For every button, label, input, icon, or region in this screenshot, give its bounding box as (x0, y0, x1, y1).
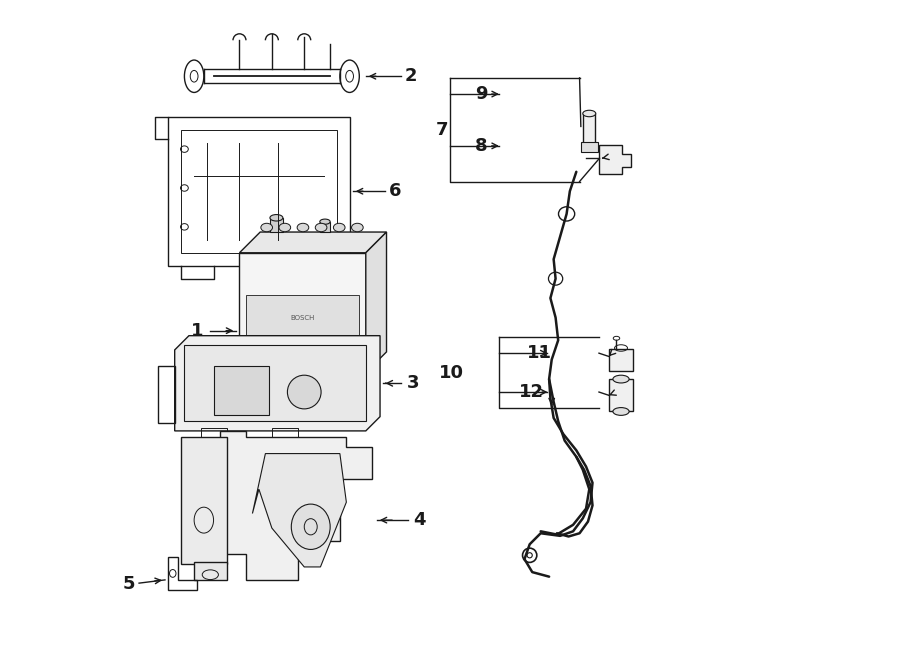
Text: 5: 5 (123, 576, 136, 594)
Text: 1: 1 (191, 322, 203, 340)
Text: 8: 8 (475, 137, 488, 155)
Bar (194, 562, 227, 580)
Text: 9: 9 (475, 85, 487, 103)
Polygon shape (365, 232, 386, 373)
Text: 12: 12 (518, 383, 544, 401)
Bar (272, 428, 298, 444)
Bar (184, 345, 365, 421)
Bar (608, 379, 634, 411)
Bar (320, 221, 330, 232)
Ellipse shape (320, 219, 330, 224)
Bar (213, 366, 268, 414)
Ellipse shape (270, 215, 283, 221)
Bar (201, 428, 227, 444)
Ellipse shape (297, 223, 309, 232)
Ellipse shape (352, 223, 364, 232)
Ellipse shape (279, 223, 291, 232)
Bar (158, 366, 175, 423)
Polygon shape (220, 431, 373, 580)
Text: BOSCH: BOSCH (291, 315, 315, 321)
Ellipse shape (613, 375, 629, 383)
Polygon shape (239, 232, 386, 253)
Text: 4: 4 (413, 511, 426, 529)
Ellipse shape (315, 223, 327, 232)
Polygon shape (599, 145, 632, 174)
Bar (608, 348, 634, 371)
Polygon shape (252, 453, 346, 567)
Text: 2: 2 (405, 67, 418, 85)
Text: 3: 3 (407, 374, 419, 392)
Ellipse shape (583, 110, 596, 117)
Bar (181, 130, 337, 253)
Bar (256, 354, 272, 363)
Bar (282, 354, 298, 363)
Text: 11: 11 (526, 344, 552, 362)
Bar (583, 114, 595, 143)
Bar (239, 253, 365, 373)
Bar (246, 295, 359, 340)
Polygon shape (175, 336, 380, 431)
Ellipse shape (261, 223, 273, 232)
Text: 7: 7 (436, 121, 448, 139)
Ellipse shape (292, 504, 330, 549)
Bar (168, 117, 349, 266)
Polygon shape (181, 438, 227, 564)
Ellipse shape (333, 223, 345, 232)
Bar (580, 142, 598, 153)
Bar (333, 354, 349, 363)
Ellipse shape (287, 375, 321, 409)
Bar (270, 217, 283, 232)
Ellipse shape (613, 408, 629, 415)
Bar (308, 354, 324, 363)
Text: 6: 6 (389, 182, 401, 200)
Text: 10: 10 (439, 364, 464, 381)
